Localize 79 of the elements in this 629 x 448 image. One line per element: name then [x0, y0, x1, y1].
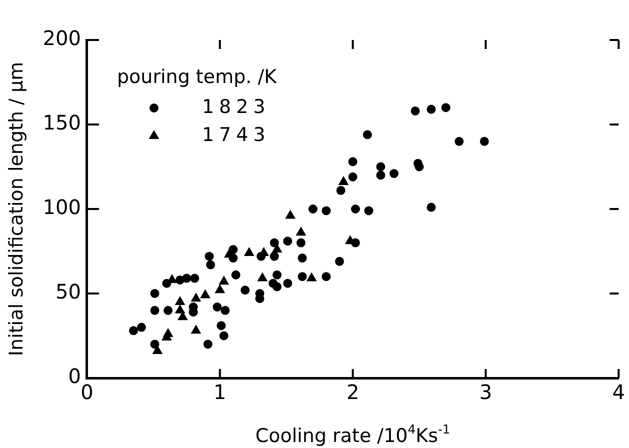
point — [270, 252, 279, 261]
point — [191, 293, 201, 302]
point — [191, 325, 201, 334]
point — [376, 170, 386, 180]
point — [454, 136, 464, 146]
point — [283, 278, 292, 288]
point — [203, 340, 212, 349]
point — [244, 247, 254, 256]
point — [182, 274, 192, 283]
point — [335, 256, 344, 266]
point — [212, 302, 222, 312]
y-tick-label: 50 — [56, 280, 81, 304]
point — [206, 260, 216, 270]
point — [162, 278, 172, 288]
point — [204, 252, 214, 261]
point — [322, 272, 331, 282]
legend-title: pouring temp. /K — [116, 66, 278, 88]
y-axis-title: Initial solidification length / μm — [5, 62, 28, 356]
point — [178, 312, 188, 320]
point — [128, 326, 138, 336]
point — [350, 204, 360, 214]
x-tick-label: 3 — [479, 380, 492, 404]
y-tick-label: 200 — [42, 26, 81, 50]
point — [175, 304, 185, 314]
point — [270, 238, 279, 248]
point — [338, 176, 348, 185]
x-tick-label: 1 — [214, 380, 226, 404]
point — [219, 331, 228, 340]
point — [336, 186, 346, 195]
point — [163, 328, 173, 338]
point — [215, 284, 225, 294]
point — [200, 290, 210, 298]
point — [175, 296, 185, 305]
point — [283, 236, 292, 246]
y-tick-label: 150 — [42, 110, 81, 135]
x-tick-label: 4 — [612, 380, 626, 404]
y-tick-label: 0 — [68, 364, 81, 388]
x-tick-label: 2 — [346, 380, 360, 404]
point — [348, 157, 358, 166]
point — [150, 289, 160, 298]
point — [376, 162, 386, 172]
point — [216, 321, 226, 330]
legend-label: 1823 — [202, 96, 270, 118]
point — [258, 272, 268, 282]
point — [228, 254, 238, 263]
point — [426, 104, 436, 114]
point — [296, 238, 306, 248]
point — [480, 136, 489, 146]
point — [298, 254, 307, 263]
point — [152, 345, 162, 354]
point — [256, 252, 266, 261]
point — [219, 276, 229, 285]
point — [441, 103, 450, 112]
point — [164, 306, 173, 315]
point — [306, 272, 316, 282]
point — [150, 306, 160, 315]
point — [240, 286, 250, 295]
point — [150, 340, 160, 349]
point — [322, 206, 331, 216]
y-tick-label: 100 — [42, 195, 81, 220]
point — [286, 210, 296, 219]
point — [272, 282, 282, 292]
point — [231, 270, 240, 280]
point — [364, 206, 374, 216]
point — [298, 272, 307, 282]
point — [190, 274, 200, 283]
point — [390, 169, 399, 178]
point — [348, 172, 358, 182]
point — [410, 106, 420, 116]
point — [308, 204, 318, 214]
point — [228, 245, 238, 254]
point — [136, 322, 146, 332]
point — [426, 202, 436, 212]
point — [350, 238, 360, 248]
point — [220, 306, 230, 315]
point — [362, 130, 372, 140]
point — [296, 227, 306, 236]
legend-label: 1743 — [202, 124, 270, 146]
point — [272, 270, 282, 280]
